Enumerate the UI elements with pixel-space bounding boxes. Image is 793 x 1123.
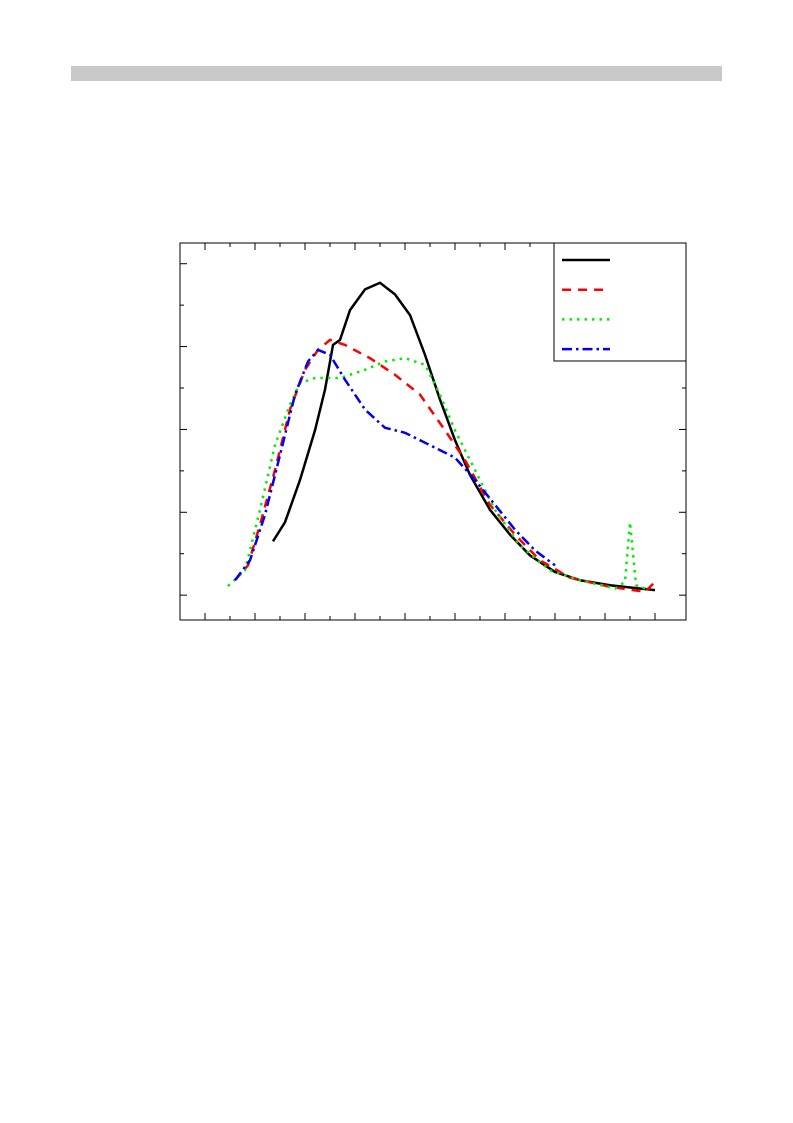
header-bar [71,66,722,81]
data-line [234,338,656,594]
legend-box [553,242,687,362]
data-line [234,348,556,581]
plot-frame [179,242,687,621]
data-line [227,356,651,592]
